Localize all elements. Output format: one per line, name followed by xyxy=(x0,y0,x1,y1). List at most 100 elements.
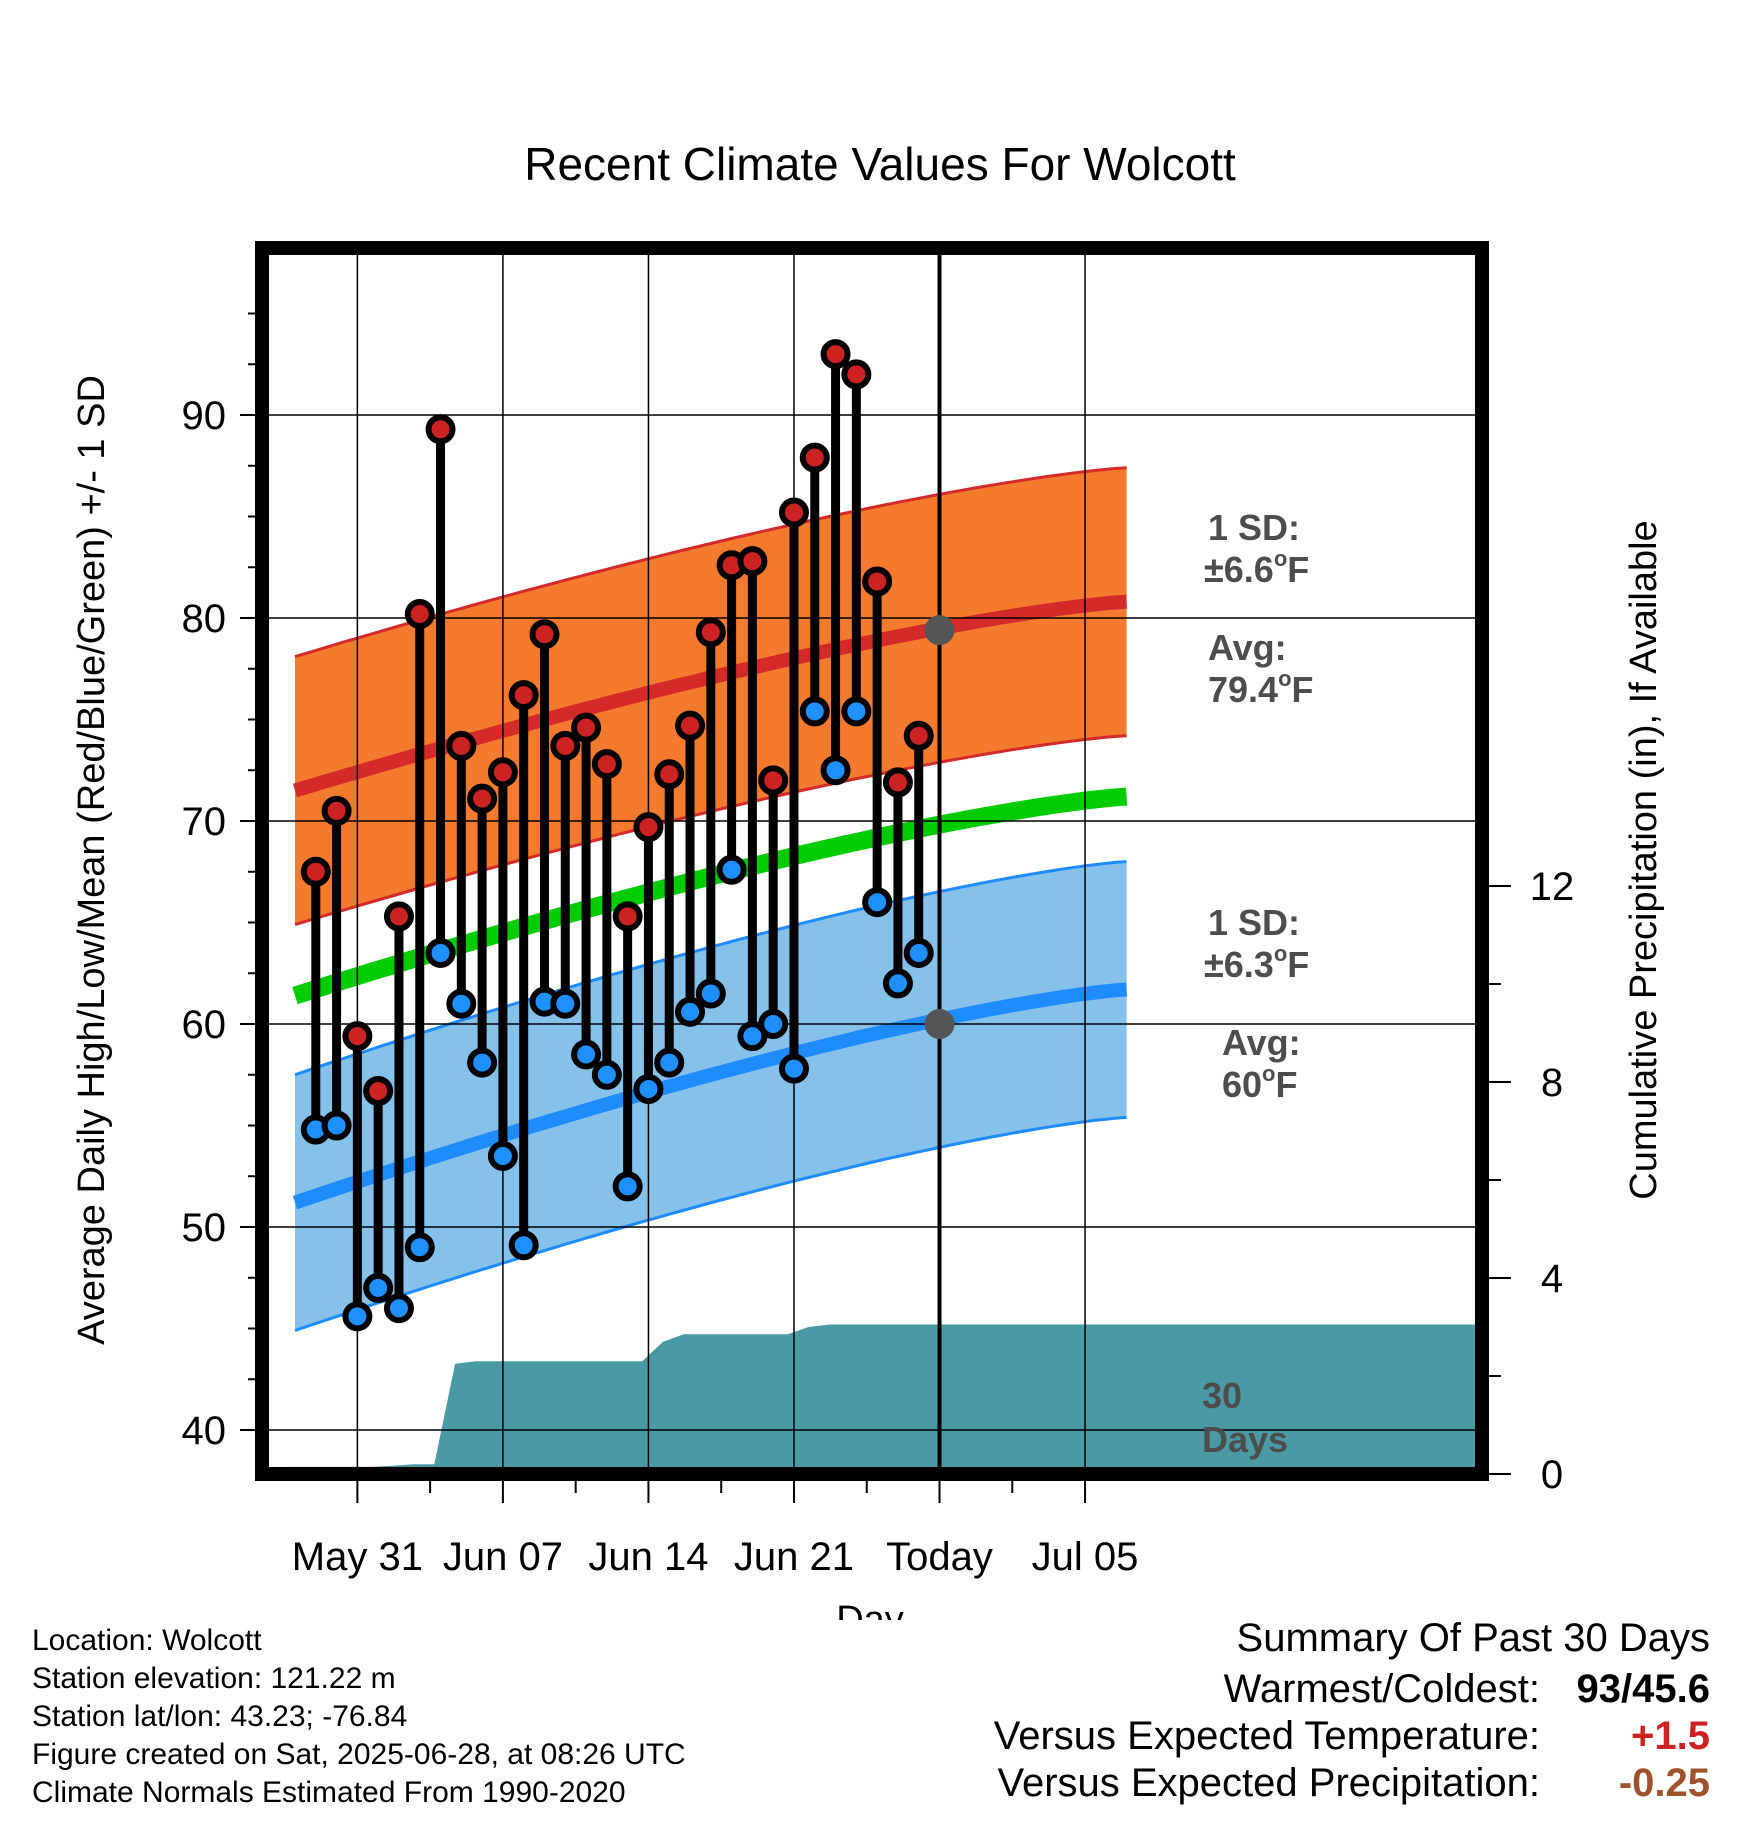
x-tick-label: Jun 21 xyxy=(734,1535,854,1579)
low-point xyxy=(508,1230,539,1261)
y-tick-label: 90 xyxy=(182,394,227,438)
high-point xyxy=(612,901,643,932)
normals-text: Climate Normals Estimated From 1990-2020 xyxy=(32,1776,626,1809)
temp-row: Versus Expected Temperature: +1.5 xyxy=(994,1714,1710,1759)
high-point xyxy=(383,901,414,932)
high-point xyxy=(550,730,581,761)
created-text: Figure created on Sat, 2025-06-28, at 08… xyxy=(32,1738,686,1771)
location-text: Location: Wolcott xyxy=(32,1624,262,1657)
high-point xyxy=(425,414,456,445)
days-count-label: 30 xyxy=(1202,1375,1242,1416)
high-point xyxy=(882,767,913,798)
low-avg-line xyxy=(292,982,1128,1210)
low-point xyxy=(550,988,581,1019)
high-point xyxy=(342,1021,373,1052)
high-point xyxy=(591,749,622,780)
low-point xyxy=(820,755,851,786)
low-point xyxy=(903,937,934,968)
low-point xyxy=(799,696,830,727)
temp-value: +1.5 xyxy=(1631,1714,1710,1758)
climate-chart: Recent Climate Values For Wolcott 1 SD:±… xyxy=(71,138,1665,1620)
low-point xyxy=(654,1047,685,1078)
low-point xyxy=(487,1140,518,1171)
high-point xyxy=(404,598,435,629)
high-point xyxy=(654,759,685,790)
low-point xyxy=(383,1293,414,1324)
high-point xyxy=(799,442,830,473)
low-point xyxy=(404,1232,435,1263)
high-point xyxy=(529,619,560,650)
precip-value: -0.25 xyxy=(1618,1761,1710,1805)
x-tick-label: Jun 07 xyxy=(443,1535,563,1579)
low-point xyxy=(841,696,872,727)
high-point xyxy=(841,359,872,390)
high-point xyxy=(508,680,539,711)
warm-cold-row: Warmest/Coldest: 93/45.6 xyxy=(994,1667,1710,1712)
low-point xyxy=(862,887,893,918)
chart-title: Recent Climate Values For Wolcott xyxy=(524,138,1236,190)
high-point xyxy=(737,546,768,577)
low-point xyxy=(675,996,706,1027)
low-point xyxy=(467,1047,498,1078)
days-word-label: Days xyxy=(1202,1419,1288,1460)
latlon-text: Station lat/lon: 43.23; -76.84 xyxy=(32,1700,408,1733)
low-sd-label: 1 SD: xyxy=(1208,902,1300,943)
high-point xyxy=(321,795,352,826)
precip-label: Versus Expected Precipitation: xyxy=(997,1761,1540,1805)
high-point xyxy=(695,617,726,648)
low-avg-value: 60oF xyxy=(1222,1061,1298,1105)
summary-panel: Summary Of Past 30 Days Warmest/Coldest:… xyxy=(994,1616,1710,1806)
low-point xyxy=(425,937,456,968)
station-info: Location: Wolcott Station elevation: 121… xyxy=(32,1622,686,1812)
high-point xyxy=(363,1075,394,1106)
high-point xyxy=(903,720,934,751)
low-point xyxy=(633,1073,664,1104)
warm-cold-label: Warmest/Coldest: xyxy=(1223,1667,1540,1711)
y-tick-label: 70 xyxy=(182,800,227,844)
low-point xyxy=(363,1272,394,1303)
temp-label: Versus Expected Temperature: xyxy=(993,1714,1540,1758)
x-tick-label: May 31 xyxy=(292,1535,423,1579)
today-high-avg-marker xyxy=(924,615,955,646)
low-sd-lower-line xyxy=(294,1115,1127,1332)
high-sd-label: 1 SD: xyxy=(1208,507,1300,548)
high-point xyxy=(758,765,789,796)
high-point xyxy=(820,339,851,370)
low-point xyxy=(716,854,747,885)
low-sd-value: ±6.3oF xyxy=(1204,941,1309,985)
elevation-text: Station elevation: 121.22 m xyxy=(32,1662,396,1695)
y2-tick-label: 12 xyxy=(1530,865,1575,909)
precip-row: Versus Expected Precipitation: -0.25 xyxy=(994,1761,1710,1806)
low-point xyxy=(695,978,726,1009)
low-point xyxy=(778,1053,809,1084)
low-avg-label: Avg: xyxy=(1222,1022,1301,1063)
y2-axis-label: Cumulative Precipitation (in), If Availa… xyxy=(1623,520,1665,1199)
x-tick-label: Today xyxy=(886,1535,993,1579)
y-tick-label: 40 xyxy=(182,1409,227,1453)
today-low-avg-marker xyxy=(924,1009,955,1039)
x-axis-label: Day xyxy=(836,1599,904,1620)
low-point xyxy=(737,1021,768,1052)
y2-tick-label: 4 xyxy=(1541,1257,1563,1301)
y-tick-label: 80 xyxy=(182,597,227,641)
x-tick-label: Jul 05 xyxy=(1032,1535,1139,1579)
y-tick-label: 60 xyxy=(182,1003,227,1047)
low-point xyxy=(342,1301,373,1332)
warm-cold-value: 93/45.6 xyxy=(1576,1667,1710,1711)
low-point xyxy=(591,1059,622,1090)
high-point xyxy=(300,856,331,887)
low-point xyxy=(612,1171,643,1202)
y2-tick-label: 8 xyxy=(1541,1061,1563,1105)
plot-frame xyxy=(255,241,1489,1481)
high-point xyxy=(467,783,498,814)
low-point xyxy=(446,988,477,1019)
low-point xyxy=(758,1009,789,1039)
high-point xyxy=(633,812,664,843)
high-sd-value: ±6.6oF xyxy=(1204,546,1309,590)
high-avg-label: Avg: xyxy=(1208,627,1287,668)
y2-tick-label: 0 xyxy=(1541,1453,1563,1497)
x-tick-label: Jun 14 xyxy=(588,1535,708,1579)
low-point xyxy=(882,968,913,999)
high-point xyxy=(571,712,602,743)
y-tick-label: 50 xyxy=(182,1206,227,1250)
